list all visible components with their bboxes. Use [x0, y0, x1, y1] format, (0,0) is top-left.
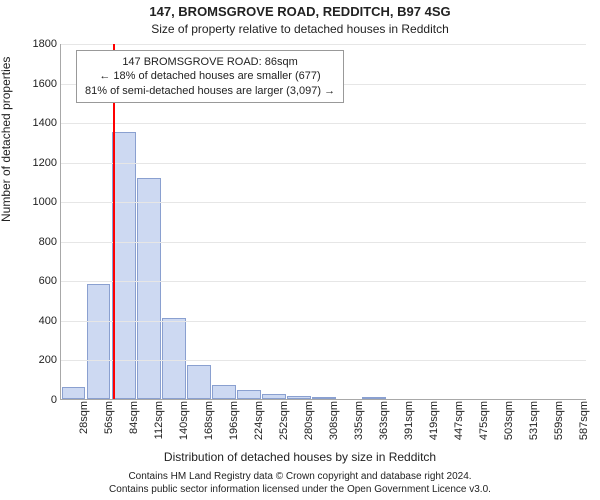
y-tick-label: 200	[39, 354, 61, 366]
bar	[112, 132, 136, 399]
x-tick-label: 531sqm	[528, 399, 540, 440]
x-tick-label: 391sqm	[403, 399, 415, 440]
x-tick-label: 112sqm	[153, 399, 165, 439]
x-tick-label: 196sqm	[228, 399, 240, 440]
annotation-line: ← 18% of detached houses are smaller (67…	[85, 69, 335, 83]
gridline	[61, 242, 586, 243]
x-tick-label: 84sqm	[128, 399, 140, 434]
bar	[187, 365, 211, 399]
chart-title: 147, BROMSGROVE ROAD, REDDITCH, B97 4SG	[0, 4, 600, 19]
y-tick-label: 1600	[33, 78, 61, 90]
annotation-line: 147 BROMSGROVE ROAD: 86sqm	[85, 55, 335, 69]
x-tick-label: 168sqm	[203, 399, 215, 440]
y-axis-label: Number of detached properties	[0, 57, 13, 222]
x-tick-label: 475sqm	[478, 399, 490, 440]
gridline	[61, 163, 586, 164]
footer-attribution: Contains HM Land Registry data © Crown c…	[0, 471, 600, 496]
gridline	[61, 44, 586, 45]
x-tick-label: 280sqm	[303, 399, 315, 440]
x-tick-label: 335sqm	[353, 399, 365, 440]
x-tick-label: 224sqm	[253, 399, 265, 440]
bar	[62, 387, 86, 399]
x-tick-label: 587sqm	[578, 399, 590, 440]
bar	[137, 178, 161, 400]
x-axis-label: Distribution of detached houses by size …	[0, 450, 600, 464]
y-tick-label: 1000	[33, 196, 61, 208]
bar	[162, 318, 186, 399]
y-tick-label: 1200	[33, 157, 61, 169]
chart-container: { "title_line1": "147, BROMSGROVE ROAD, …	[0, 0, 600, 500]
annotation-line: 81% of semi-detached houses are larger (…	[85, 84, 335, 98]
y-tick-label: 800	[39, 236, 61, 248]
x-tick-label: 503sqm	[503, 399, 515, 440]
bar	[212, 385, 236, 399]
gridline	[61, 360, 586, 361]
gridline	[61, 321, 586, 322]
y-tick-label: 1800	[33, 38, 61, 50]
footer-line: Contains public sector information licen…	[0, 484, 600, 497]
y-tick-label: 0	[51, 394, 61, 406]
plot-area: 02004006008001000120014001600180028sqm56…	[60, 44, 586, 400]
bar	[237, 390, 261, 399]
x-tick-label: 308sqm	[328, 399, 340, 440]
annotation-box: 147 BROMSGROVE ROAD: 86sqm ← 18% of deta…	[76, 50, 344, 103]
y-tick-label: 600	[39, 275, 61, 287]
x-tick-label: 140sqm	[178, 399, 190, 440]
gridline	[61, 281, 586, 282]
chart-subtitle: Size of property relative to detached ho…	[0, 22, 600, 36]
x-tick-label: 419sqm	[428, 399, 440, 440]
y-tick-label: 400	[39, 315, 61, 327]
x-tick-label: 559sqm	[553, 399, 565, 440]
y-tick-label: 1400	[33, 117, 61, 129]
x-tick-label: 56sqm	[103, 399, 115, 434]
x-tick-label: 447sqm	[453, 399, 465, 440]
gridline	[61, 202, 586, 203]
gridline	[61, 123, 586, 124]
x-tick-label: 363sqm	[378, 399, 390, 440]
x-tick-label: 252sqm	[278, 399, 290, 440]
bar	[87, 284, 111, 399]
x-tick-label: 28sqm	[78, 399, 90, 434]
footer-line: Contains HM Land Registry data © Crown c…	[0, 471, 600, 484]
